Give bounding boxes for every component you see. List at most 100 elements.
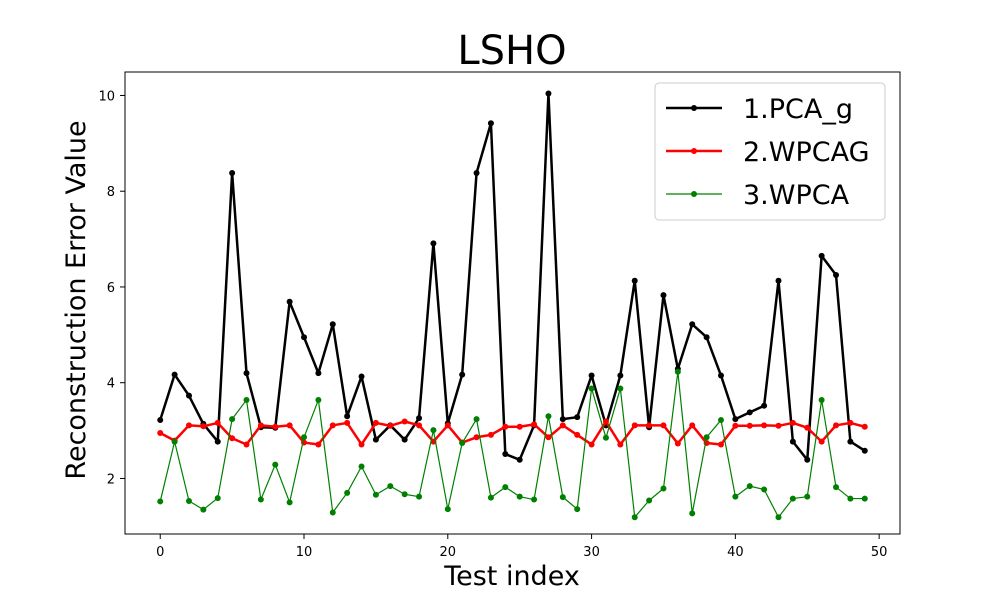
legend: 1.PCA_g 2.WPCAG 3.WPCA xyxy=(654,82,886,221)
data-point xyxy=(171,438,178,445)
data-point xyxy=(516,456,523,463)
legend-label: 3.WPCA xyxy=(743,180,850,211)
data-point xyxy=(243,396,250,403)
plot-area xyxy=(124,71,901,535)
data-point xyxy=(329,422,336,429)
y-tick-label: 2 xyxy=(107,472,115,487)
data-point xyxy=(157,417,164,424)
series-line xyxy=(159,371,865,518)
data-point xyxy=(689,510,696,517)
legend-label: 2.WPCAG xyxy=(743,137,870,168)
data-point xyxy=(171,371,178,378)
data-point xyxy=(861,495,868,502)
data-point xyxy=(487,431,494,438)
data-point xyxy=(588,441,595,448)
data-point xyxy=(200,506,207,513)
data-point xyxy=(732,422,739,429)
data-point xyxy=(502,423,509,430)
y-axis: 2 4 6 8 10 xyxy=(98,89,125,487)
data-point xyxy=(559,416,566,423)
data-point xyxy=(531,496,538,503)
data-point xyxy=(545,413,552,420)
data-point xyxy=(574,506,581,513)
data-point xyxy=(243,441,250,448)
data-point xyxy=(502,484,509,491)
data-point xyxy=(372,491,379,498)
data-point xyxy=(559,494,566,501)
data-point xyxy=(818,438,825,445)
data-point xyxy=(185,392,192,399)
data-point xyxy=(833,422,840,429)
data-point xyxy=(315,396,322,403)
data-point xyxy=(257,422,264,429)
data-point xyxy=(358,463,365,470)
data-point xyxy=(401,436,408,443)
data-point xyxy=(430,240,437,247)
data-point xyxy=(746,422,753,429)
series-3 xyxy=(157,368,868,521)
data-point xyxy=(804,493,811,500)
data-point xyxy=(185,497,192,504)
data-point xyxy=(344,489,351,496)
data-point xyxy=(732,493,739,500)
data-point xyxy=(717,417,724,424)
legend-marker xyxy=(691,105,697,111)
data-point xyxy=(789,419,796,426)
data-point xyxy=(559,422,566,429)
data-point xyxy=(574,431,581,438)
data-point xyxy=(602,418,609,425)
data-point xyxy=(703,440,710,447)
data-point xyxy=(344,413,351,420)
data-point xyxy=(502,451,509,458)
data-point xyxy=(545,90,552,97)
data-point xyxy=(631,514,638,521)
data-point xyxy=(660,292,667,299)
data-point xyxy=(775,514,782,521)
data-point xyxy=(775,422,782,429)
x-tick-label: 20 xyxy=(440,545,457,560)
x-tick-label: 50 xyxy=(871,545,888,560)
data-point xyxy=(157,429,164,436)
data-point xyxy=(861,447,868,454)
data-point xyxy=(459,371,466,378)
data-point xyxy=(387,422,394,429)
data-point xyxy=(674,440,681,447)
data-point xyxy=(185,422,192,429)
data-point xyxy=(286,499,293,506)
y-tick-label: 6 xyxy=(107,281,115,296)
data-point xyxy=(617,372,624,379)
data-point xyxy=(214,495,221,502)
data-point xyxy=(229,435,236,442)
data-point xyxy=(847,438,854,445)
data-point xyxy=(229,416,236,423)
data-point xyxy=(416,415,423,422)
data-point xyxy=(387,483,394,490)
data-point xyxy=(516,423,523,430)
data-point xyxy=(286,298,293,305)
data-point xyxy=(818,396,825,403)
x-tick-label: 0 xyxy=(156,545,164,560)
data-point xyxy=(531,421,538,428)
legend-box xyxy=(654,82,886,221)
legend-marker xyxy=(691,148,697,154)
data-point xyxy=(214,419,221,426)
data-point xyxy=(487,120,494,127)
data-point xyxy=(301,434,308,441)
data-point xyxy=(717,372,724,379)
data-point xyxy=(372,436,379,443)
data-point xyxy=(444,422,451,429)
data-point xyxy=(818,252,825,259)
legend-marker xyxy=(691,191,697,197)
data-point xyxy=(775,277,782,284)
data-point xyxy=(717,441,724,448)
data-point xyxy=(847,419,854,426)
legend-label: 1.PCA_g xyxy=(743,94,853,125)
data-point xyxy=(789,495,796,502)
data-point xyxy=(660,422,667,429)
series-2 xyxy=(157,418,868,448)
y-tick-label: 10 xyxy=(98,89,115,104)
data-point xyxy=(674,368,681,375)
data-point xyxy=(646,497,653,504)
